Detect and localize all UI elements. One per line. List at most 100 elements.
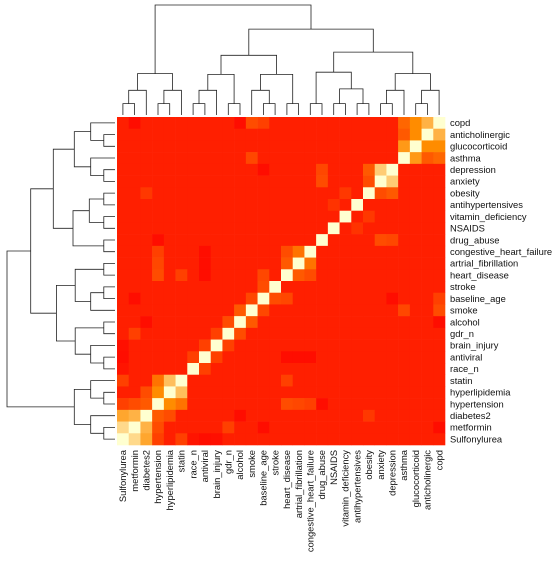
heatmap-cell-anxiety-hyperlipidemia	[163, 175, 176, 188]
heatmap-cell-antiviral-gdr_n	[222, 351, 235, 364]
heatmap-cell-congestive_heart_failure-asthma	[398, 245, 411, 258]
heatmap-cell-stroke-hypertension	[152, 281, 165, 294]
heatmap-cell-anticholinergic-alcohol	[234, 128, 247, 141]
heatmap-cell-alcohol-copd	[433, 316, 446, 329]
dendrogram-branch	[286, 103, 299, 115]
heatmap-cell-alcohol-drug_abuse	[316, 316, 329, 329]
row-label: anxiety	[450, 176, 480, 187]
heatmap-cell-obesity-diabetes2	[140, 187, 153, 200]
heatmap-cell-Sulfonylurea-Sulfonylurea	[117, 433, 130, 446]
heatmap-cell-statin-obesity	[363, 374, 376, 387]
heatmap-cell-obesity-artrial_fibrillation	[292, 187, 305, 200]
dendrogram-branch	[103, 239, 115, 253]
heatmap-cell-anxiety-diabetes2	[140, 175, 153, 188]
heatmap-cell-artrial_fibrillation-gdr_n	[222, 257, 235, 270]
heatmap-cell-antiviral-artrial_fibrillation	[292, 351, 305, 364]
heatmap-cell-smoke-anticholinergic	[421, 304, 434, 317]
heatmap-cell-stroke-baseline_age	[257, 281, 270, 294]
dendrogram-branch	[103, 134, 115, 147]
heatmap-cell-drug_abuse-copd	[433, 234, 446, 247]
heatmap-cell-depression-drug_abuse	[316, 163, 329, 176]
heatmap-cell-heart_disease-antiviral	[199, 269, 212, 282]
heatmap-cell-artrial_fibrillation-statin	[175, 257, 188, 270]
row-labels: copdanticholinergicglucocorticoidasthmad…	[450, 117, 552, 444]
heatmap-cell-smoke-hyperlipidemia	[163, 304, 176, 317]
heatmap-cell-baseline_age-diabetes2	[140, 292, 153, 305]
heatmap-cell-vitamin_deficiency-brain_injury	[210, 210, 223, 223]
dendrogram-branch	[163, 89, 182, 115]
heatmap-cell-alcohol-NSAIDS	[327, 316, 340, 329]
heatmap-cell-anticholinergic-artrial_fibrillation	[292, 128, 305, 141]
row-label: race_n	[450, 363, 479, 374]
heatmap-cell-anxiety-stroke	[269, 175, 282, 188]
heatmap-cell-artrial_fibrillation-hyperlipidemia	[163, 257, 176, 270]
heatmap-cell-depression-heart_disease	[281, 163, 294, 176]
heatmap-cell-stroke-diabetes2	[140, 281, 153, 294]
heatmap-cell-antiviral-anticholinergic	[421, 351, 434, 364]
heatmap-cell-race_n-stroke	[269, 363, 282, 376]
heatmap-cell-metformin-gdr_n	[222, 421, 235, 434]
heatmap-cell-baseline_age-vitamin_deficiency	[339, 292, 352, 305]
heatmap-cell-baseline_age-statin	[175, 292, 188, 305]
heatmap-cell-obesity-baseline_age	[257, 187, 270, 200]
heatmap-cell-anticholinergic-hypertension	[152, 128, 165, 141]
heatmap-cell-artrial_fibrillation-heart_disease	[281, 257, 294, 270]
heatmap-cell-brain_injury-race_n	[187, 339, 200, 352]
heatmap-cell-anxiety-drug_abuse	[316, 175, 329, 188]
heatmap-cell-depression-statin	[175, 163, 188, 176]
heatmap-cell-drug_abuse-diabetes2	[140, 234, 153, 247]
heatmap-cell-baseline_age-hyperlipidemia	[163, 292, 176, 305]
heatmap-cell-congestive_heart_failure-gdr_n	[222, 245, 235, 258]
heatmap-cell-hyperlipidemia-artrial_fibrillation	[292, 386, 305, 399]
heatmap-cell-stroke-smoke	[245, 281, 258, 294]
heatmap-cell-anxiety-brain_injury	[210, 175, 223, 188]
dendrogram-branch	[122, 103, 135, 115]
heatmap-cell-race_n-alcohol	[234, 363, 247, 376]
heatmap-cell-metformin-hypertension	[152, 421, 165, 434]
heatmap-cell-antihypertensives-obesity	[363, 199, 376, 212]
heatmap-cell-antihypertensives-metformin	[128, 199, 141, 212]
heatmap-cell-brain_injury-drug_abuse	[316, 339, 329, 352]
heatmap-cell-glucocorticoid-congestive_heart_failure	[304, 140, 317, 153]
column-label: race_n	[187, 450, 198, 479]
heatmap-cell-gdr_n-race_n	[187, 327, 200, 340]
heatmap-cell-hyperlipidemia-baseline_age	[257, 386, 270, 399]
heatmap-cell-heart_disease-drug_abuse	[316, 269, 329, 282]
heatmap-cell-metformin-diabetes2	[140, 421, 153, 434]
heatmap-cell-drug_abuse-hyperlipidemia	[163, 234, 176, 247]
heatmap-cell-glucocorticoid-statin	[175, 140, 188, 153]
heatmap-cell-gdr_n-gdr_n	[222, 327, 235, 340]
heatmap-cell-gdr_n-hypertension	[152, 327, 165, 340]
heatmap-cell-copd-vitamin_deficiency	[339, 117, 352, 130]
heatmap-cell-brain_injury-anxiety	[374, 339, 387, 352]
heatmap-cell-depression-metformin	[128, 163, 141, 176]
heatmap-cell-hypertension-Sulfonylurea	[117, 398, 130, 411]
heatmap-cell-vitamin_deficiency-alcohol	[234, 210, 247, 223]
heatmap-cell-Sulfonylurea-depression	[386, 433, 399, 446]
heatmap-cell-depression-stroke	[269, 163, 282, 176]
heatmap-cell-antihypertensives-stroke	[269, 199, 282, 212]
heatmap-cell-hyperlipidemia-congestive_heart_failure	[304, 386, 317, 399]
heatmap-cell-depression-race_n	[187, 163, 200, 176]
heatmap-cell-brain_injury-alcohol	[234, 339, 247, 352]
row-label: hypertension	[450, 398, 504, 409]
heatmap-cell-hypertension-obesity	[363, 398, 376, 411]
heatmap-cell-metformin-metformin	[128, 421, 141, 434]
heatmap-cell-antihypertensives-vitamin_deficiency	[339, 199, 352, 212]
heatmap-cell-copd-artrial_fibrillation	[292, 117, 305, 130]
heatmap-cell-alcohol-gdr_n	[222, 316, 235, 329]
heatmap-cell-glucocorticoid-diabetes2	[140, 140, 153, 153]
heatmap-cell-gdr_n-statin	[175, 327, 188, 340]
heatmap-cell-gdr_n-drug_abuse	[316, 327, 329, 340]
heatmap-cell-anticholinergic-depression	[386, 128, 399, 141]
heatmap-cell-glucocorticoid-NSAIDS	[327, 140, 340, 153]
heatmap-cell-artrial_fibrillation-obesity	[363, 257, 376, 270]
heatmap-cell-hyperlipidemia-antihypertensives	[351, 386, 364, 399]
heatmap-cell-copd-congestive_heart_failure	[304, 117, 317, 130]
heatmap-cell-antiviral-race_n	[187, 351, 200, 364]
heatmap-cell-brain_injury-heart_disease	[281, 339, 294, 352]
heatmap-cell-glucocorticoid-antiviral	[199, 140, 212, 153]
column-label: congestive_heart_failure	[304, 450, 315, 552]
heatmap-cell-artrial_fibrillation-vitamin_deficiency	[339, 257, 352, 270]
heatmap-cell-anticholinergic-asthma	[398, 128, 411, 141]
